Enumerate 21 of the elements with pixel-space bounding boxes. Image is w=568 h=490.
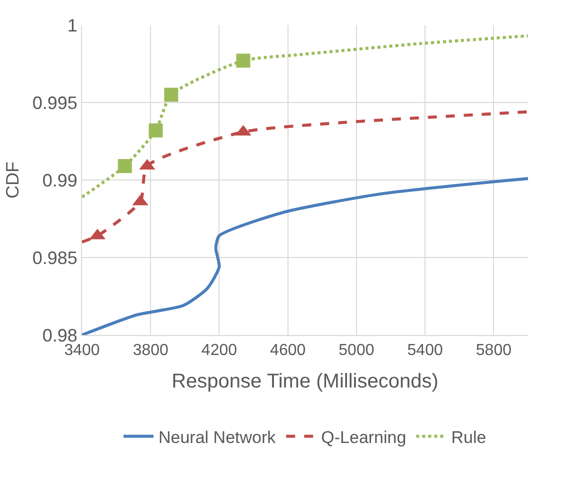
line-series	[82, 34, 528, 199]
y-tick-label: 0.995	[32, 92, 78, 113]
x-tick-label: 4200	[201, 342, 238, 360]
x-tick-label: 5400	[407, 342, 443, 360]
x-tick-label: 4600	[270, 342, 306, 360]
point	[118, 159, 132, 174]
point	[236, 54, 250, 68]
legend-label: Rule	[451, 428, 486, 447]
legend-label: Neural Network	[158, 428, 276, 447]
y-tick-label: 0.985	[32, 248, 78, 268]
y-tick-label: 0.99	[42, 170, 78, 190]
legend-label: Q-Learning	[321, 428, 406, 447]
x-tick-label: 5000	[338, 342, 374, 360]
point	[164, 88, 178, 102]
y-axis-title: CDF	[2, 162, 23, 198]
x-tick-label: 5800	[476, 342, 512, 360]
x-tick-label: 3800	[132, 342, 169, 360]
x-axis-title: Response Time (Milliseconds)	[172, 370, 438, 393]
y-tick-label: 1	[67, 15, 78, 36]
line-series	[82, 110, 528, 244]
point	[148, 123, 163, 138]
